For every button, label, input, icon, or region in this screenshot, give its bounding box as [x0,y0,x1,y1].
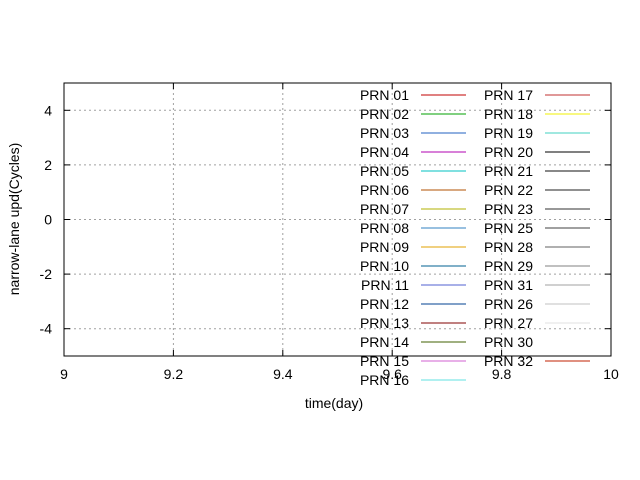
legend-label: PRN 15 [360,353,409,369]
legend: PRN 01 PRN 02 PRN 03 PRN 04 PRN 05 PRN 06 PRN … [360,87,590,388]
y-tick-label: 4 [44,102,52,118]
legend-label: PRN 16 [360,372,409,388]
x-tick-label: 9 [60,366,68,382]
legend-label: PRN 25 [484,220,533,236]
legend-label: PRN 18 [484,106,533,122]
legend-label: PRN 01 [360,87,409,103]
x-tick-label: 10 [603,366,619,382]
legend-label: PRN 17 [484,87,533,103]
grid-lines [64,83,611,356]
legend-label: PRN 21 [484,163,533,179]
y-axis-label: narrow-lane upd(Cycles) [6,143,22,296]
legend-label: PRN 30 [484,334,533,350]
y-tick-label: 0 [44,212,52,228]
legend-label: PRN 23 [484,201,533,217]
legend-label: PRN 27 [484,315,533,331]
axis-ticks: 9 9.2 9.4 9.6 9.8 10 -4 -2 0 2 4 [40,83,619,382]
legend-label: PRN 29 [484,258,533,274]
x-axis-label: time(day) [305,395,363,411]
legend-label: PRN 10 [360,258,409,274]
x-tick-label: 9.2 [164,366,184,382]
legend-label: PRN 06 [360,182,409,198]
legend-label: PRN 32 [484,353,533,369]
y-tick-label: -2 [40,266,53,282]
legend-label: PRN 08 [360,220,409,236]
legend-label: PRN 19 [484,125,533,141]
x-tick-label: 9.6 [382,366,402,382]
legend-label: PRN 22 [484,182,533,198]
legend-label: PRN 26 [484,296,533,312]
legend-label: PRN 02 [360,106,409,122]
legend-label: PRN 31 [484,277,533,293]
legend-label: PRN 04 [360,144,409,160]
legend-label: PRN 14 [360,334,409,350]
legend-label: PRN 20 [484,144,533,160]
legend-label: PRN 07 [360,201,409,217]
legend-label: PRN 05 [360,163,409,179]
y-tick-label: 2 [44,157,52,173]
y-tick-label: -4 [40,321,53,337]
legend-label: PRN 28 [484,239,533,255]
legend-label: PRN 13 [360,315,409,331]
x-tick-label: 9.4 [273,366,293,382]
legend-label: PRN 12 [360,296,409,312]
legend-label: PRN 03 [360,125,409,141]
x-tick-label: 9.8 [492,366,512,382]
legend-label: PRN 09 [360,239,409,255]
legend-label: PRN 11 [361,277,409,293]
